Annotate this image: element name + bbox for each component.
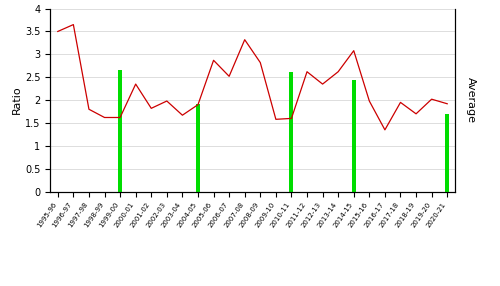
Y-axis label: Average: Average xyxy=(466,77,476,123)
Bar xyxy=(352,80,356,192)
Bar xyxy=(196,104,200,192)
Bar xyxy=(446,114,449,192)
Bar xyxy=(290,72,294,192)
Y-axis label: Ratio: Ratio xyxy=(12,86,22,114)
Bar xyxy=(118,70,122,192)
